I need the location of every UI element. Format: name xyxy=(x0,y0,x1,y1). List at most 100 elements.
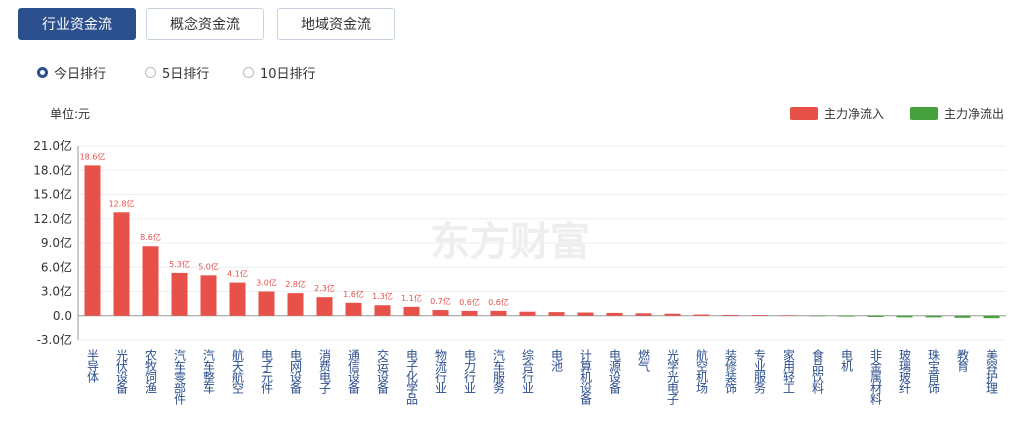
value-label: 1.3亿 xyxy=(372,291,393,301)
bar xyxy=(432,310,449,316)
x-tick-label: 电力行业 xyxy=(463,349,477,393)
x-tick-label: 消费电子 xyxy=(318,349,332,394)
radio-dot xyxy=(145,67,156,78)
x-tick-label: 电子化学品 xyxy=(405,349,419,405)
legend-swatch xyxy=(790,107,818,120)
bar xyxy=(287,293,304,316)
x-tick-label: 食品饮料 xyxy=(811,348,825,394)
bar xyxy=(84,165,101,316)
bar xyxy=(751,315,768,316)
bar xyxy=(867,315,884,317)
value-label: 0.6亿 xyxy=(488,297,509,307)
bar xyxy=(316,297,333,316)
bar xyxy=(577,312,594,316)
value-label: 5.0亿 xyxy=(198,261,219,271)
y-tick-label: 9.0亿 xyxy=(41,235,72,250)
x-tick-label: 电池 xyxy=(550,349,564,372)
tab[interactable]: 地域资金流 xyxy=(277,8,395,40)
bar xyxy=(548,312,565,316)
x-tick-label: 燃气 xyxy=(637,348,651,372)
tab[interactable]: 行业资金流 xyxy=(18,8,136,40)
x-tick-label: 电子元件 xyxy=(260,349,274,394)
y-tick-label: 12.0亿 xyxy=(33,211,72,226)
x-tick-label: 电源设备 xyxy=(608,349,622,395)
x-tick-label: 交运设备 xyxy=(376,348,390,395)
bar xyxy=(722,314,739,316)
radio-label: 今日排行 xyxy=(54,67,107,82)
x-tick-label: 珠宝首饰 xyxy=(927,349,941,394)
y-tick-label: 6.0亿 xyxy=(41,259,72,274)
x-tick-label: 物流行业 xyxy=(434,349,448,393)
bar xyxy=(403,306,420,316)
value-label: 18.6亿 xyxy=(80,151,106,161)
value-label: 12.8亿 xyxy=(109,198,135,208)
value-label: 0.6亿 xyxy=(459,297,480,307)
legend-swatch xyxy=(910,107,938,120)
x-tick-label: 教育 xyxy=(956,348,970,373)
radio-dot xyxy=(37,67,48,78)
x-tick-label: 综合行业 xyxy=(521,349,535,393)
x-tick-label: 玻璃玻纤 xyxy=(898,349,912,394)
bar xyxy=(229,282,246,316)
bar xyxy=(809,315,826,317)
value-label: 1.1亿 xyxy=(401,293,422,303)
x-tick-label: 汽车整车 xyxy=(202,348,216,395)
value-label: 2.3亿 xyxy=(314,283,335,293)
value-label: 5.3亿 xyxy=(169,259,190,269)
x-tick-label: 航空机场 xyxy=(695,348,709,394)
radio[interactable]: 5日排行 xyxy=(145,63,209,82)
watermark: 东方财富 xyxy=(430,219,590,265)
radio[interactable]: 10日排行 xyxy=(243,63,316,82)
tab[interactable]: 概念资金流 xyxy=(146,8,264,40)
value-label: 0.7亿 xyxy=(430,296,451,306)
value-label: 4.1亿 xyxy=(227,269,248,279)
y-tick-label: 15.0亿 xyxy=(33,187,72,202)
x-tick-label: 电机 xyxy=(840,349,854,372)
x-tick-label: 汽车零部件 xyxy=(173,348,187,405)
bar xyxy=(635,313,652,316)
radio-dot xyxy=(243,67,254,78)
bar xyxy=(142,246,159,316)
bar xyxy=(490,310,507,316)
radio-label: 10日排行 xyxy=(260,67,316,82)
y-tick-label: 18.0亿 xyxy=(33,162,72,177)
x-tick-label: 电网设备 xyxy=(289,349,303,395)
x-tick-label: 航天航空 xyxy=(231,348,245,394)
x-tick-label: 光伏设备 xyxy=(115,349,129,395)
bar xyxy=(200,275,217,316)
x-tick-label: 装修装饰 xyxy=(724,349,738,394)
bar xyxy=(838,315,855,317)
x-tick-label: 家用轻工 xyxy=(782,348,796,393)
value-label: 2.8亿 xyxy=(285,279,306,289)
radio[interactable]: 今日排行 xyxy=(37,63,106,82)
value-label: 8.6亿 xyxy=(140,232,161,242)
radio-label: 5日排行 xyxy=(162,67,210,82)
x-tick-label: 美容护理 xyxy=(985,349,999,394)
bar xyxy=(606,312,623,316)
bar xyxy=(171,272,188,316)
bar xyxy=(258,291,275,316)
bar xyxy=(664,313,681,316)
value-label: 3.0亿 xyxy=(256,278,277,288)
value-label: 1.6亿 xyxy=(343,289,364,299)
bar xyxy=(780,315,797,316)
bar xyxy=(113,212,130,316)
x-tick-label: 汽车服务 xyxy=(492,348,506,394)
bar xyxy=(519,311,536,316)
x-tick-label: 计算机设备 xyxy=(579,349,593,406)
bar xyxy=(896,315,913,318)
y-tick-label: 3.0亿 xyxy=(41,284,72,299)
bar xyxy=(345,302,362,316)
x-tick-label: 半导体 xyxy=(86,349,100,384)
x-tick-label: 专业服务 xyxy=(753,348,767,394)
bar xyxy=(461,310,478,316)
bar xyxy=(954,315,971,318)
bar xyxy=(374,305,391,316)
bar xyxy=(983,315,1000,319)
x-tick-label: 非金属材料 xyxy=(869,349,883,405)
x-tick-label: 通信设备 xyxy=(347,349,361,395)
bar xyxy=(925,315,942,318)
x-tick-label: 光学光电子 xyxy=(666,349,680,405)
